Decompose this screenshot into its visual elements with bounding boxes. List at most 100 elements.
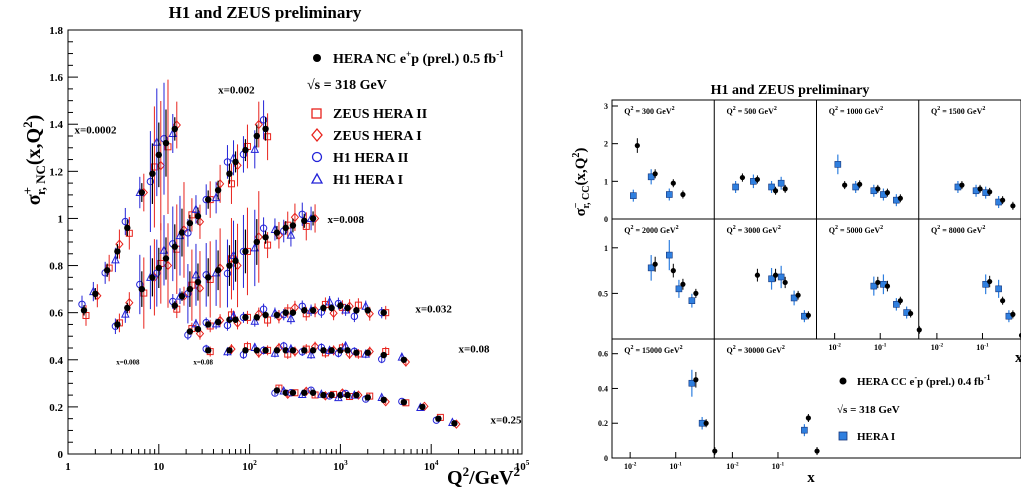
cc-x-tick-label: 10-1 [874, 342, 887, 352]
cc-panel-label: Q2 = 1500 GeV2 [931, 106, 985, 116]
hera-point [124, 224, 131, 232]
cc-panel-label: Q2 = 5000 GeV2 [829, 225, 883, 235]
hera-point [309, 215, 317, 222]
hera-point [301, 389, 308, 396]
cc-y-tick-label: 1 [604, 244, 608, 253]
cc-hera1-point [893, 301, 900, 308]
cc-hera1-point [630, 192, 637, 199]
zeus-hera1-point [290, 212, 300, 223]
nc-chart: H1 and ZEUS preliminary 1 10 102 103 104 1050… [20, 3, 530, 489]
hera-point [171, 243, 178, 250]
cc-y-tick-label: 0 [604, 215, 608, 224]
cc-hera-point [897, 195, 903, 201]
cc-hera-point [916, 327, 922, 333]
cc-hera-point [1018, 332, 1021, 338]
hera-point [289, 222, 297, 229]
cc-hera-point [782, 186, 788, 192]
nc-x-tick-label: 103 [333, 459, 348, 473]
hera-point [171, 125, 178, 133]
hera-point [205, 347, 212, 354]
cc-hera-point [897, 298, 903, 304]
cc-hera1-point [666, 191, 673, 198]
cc-hera1-point [647, 264, 655, 272]
legend-h1-2-marker [311, 151, 323, 163]
cc-hera1-point [675, 285, 683, 293]
cc-x-tick-label: 10-2 [624, 461, 637, 471]
cc-hera1-point [852, 183, 859, 191]
hera-point [273, 347, 281, 354]
hera-point [226, 347, 233, 354]
cc-hera1-point [995, 285, 1002, 293]
cc-hera-point [1010, 203, 1016, 209]
cc-y-tick-label: 1 [604, 177, 608, 186]
hera-point [353, 391, 360, 399]
cc-x-tick-label: 10-2 [931, 342, 944, 352]
hera-point [273, 229, 281, 236]
hera-point [282, 309, 289, 316]
legend-hera-label: HERA NC e+p (prel.) 0.5 fb-1 [333, 49, 504, 67]
hera-point [328, 347, 335, 354]
cc-legend-hera1-label: HERA I [857, 431, 895, 443]
nc-bin-label: x=0.002 [218, 85, 255, 97]
h1-hera2-point [146, 177, 155, 186]
cc-panel-label: Q2 = 3000 GeV2 [727, 225, 781, 235]
h1-hera2-point [184, 229, 192, 237]
cc-data-markers: Q2 = 300 GeV2 Q2 = 500 GeV2 Q2 = 1000 GeV2… [624, 106, 1021, 456]
legend-h1-1-marker [310, 172, 324, 184]
hera-point [162, 255, 170, 262]
nc-y-tick-label: 1.6 [49, 72, 63, 84]
hera-point [400, 356, 408, 363]
cc-hera1-point [790, 294, 798, 302]
cc-panel-label: Q2 = 300 GeV2 [624, 106, 674, 116]
cc-y-tick-label: 2 [604, 140, 608, 149]
cc-hera-point [795, 292, 801, 298]
zeus-hera2-point [227, 180, 235, 188]
hera-point [282, 389, 289, 396]
h1-hera2-point [223, 269, 232, 278]
hera-point [232, 257, 239, 265]
hera-point [309, 307, 317, 314]
legend-zeus1-label: ZEUS HERA I [333, 129, 422, 144]
hera-point [92, 290, 99, 298]
hera-point [451, 420, 458, 427]
nc-bin-label: x=0.25 [491, 414, 523, 426]
cc-hera-point [1000, 298, 1006, 304]
cc-x-tick-label: 10-2 [726, 461, 739, 471]
nc-y-tick-label: 1 [58, 213, 64, 225]
nc-x-tick-label: 104 [424, 459, 439, 473]
hera-point [320, 347, 327, 354]
cc-hera1-point [732, 183, 739, 191]
nc-y-tick-label: 1.4 [49, 119, 63, 131]
hera-point [309, 389, 317, 396]
h1-hera1-point [286, 229, 296, 239]
cc-hera-point [703, 420, 709, 426]
hera-point [242, 248, 249, 255]
hera-point [301, 347, 308, 354]
hera-point [380, 309, 387, 316]
cc-hera1-point [666, 251, 673, 259]
cc-y-tick-label: 0.6 [598, 350, 608, 359]
hera-point [419, 403, 426, 411]
nc-bin-label: x=0.032 [415, 304, 452, 316]
cc-hera-point [782, 279, 788, 286]
hera-point [282, 224, 289, 232]
h1-hera2-point [259, 116, 268, 124]
cc-legend-sqrt-s: √s = 318 GeV [837, 404, 900, 416]
hera-point [194, 278, 202, 286]
cc-hera1-point [870, 282, 878, 290]
cc-y-tick-label: 0 [604, 454, 608, 463]
h1-hera2-point [259, 305, 268, 313]
h1-hera2-point [350, 312, 359, 321]
hera-point [262, 311, 269, 319]
nc-y-tick-label: 1.8 [49, 25, 63, 37]
cc-legend-hera-marker [839, 377, 847, 385]
h1-hera1-point [111, 254, 120, 264]
cc-hera1-point [834, 161, 842, 168]
cc-chart-title: H1 and ZEUS preliminary [711, 83, 870, 98]
cc-hera-point [814, 448, 820, 454]
hera-point [226, 262, 233, 269]
hera-point [186, 328, 194, 335]
hera-point [301, 217, 308, 224]
cc-hera-point [680, 191, 686, 198]
